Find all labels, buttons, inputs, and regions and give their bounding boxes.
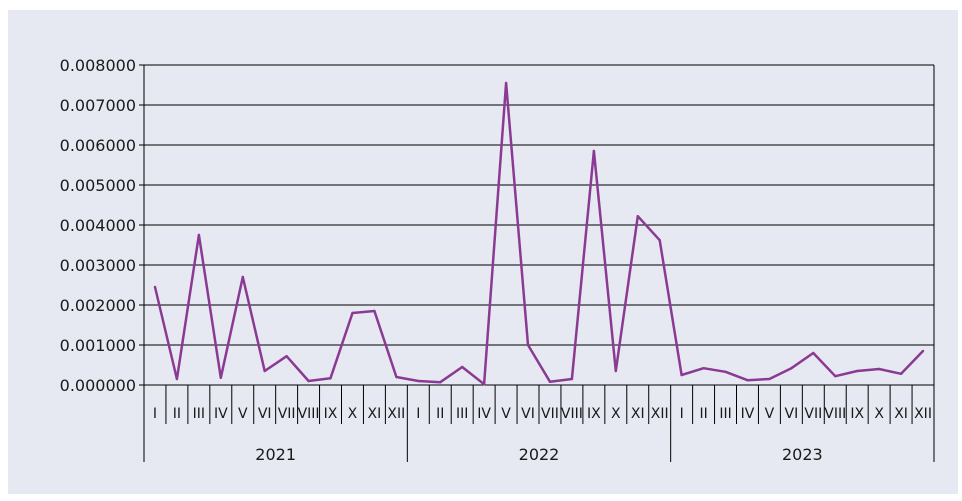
x-tick-label-month: I (680, 406, 684, 422)
data-point (241, 275, 244, 279)
x-tick-label-month: X (611, 406, 621, 422)
x-tick-label-month: VIII (824, 406, 846, 422)
gridlines (144, 64, 935, 386)
data-point (263, 369, 266, 373)
y-tick-label: 0.004000 (60, 216, 136, 235)
data-point (307, 379, 310, 383)
data-point (702, 367, 705, 370)
x-tick-label-month: V (501, 406, 511, 422)
y-tick-label: 0.006000 (60, 136, 136, 155)
data-point (197, 233, 201, 237)
x-tick-label-month: V (238, 406, 248, 422)
x-tick-label-month: II (699, 406, 707, 422)
x-tick-label-month: VI (258, 406, 272, 422)
x-tick-label-month: III (719, 406, 731, 422)
data-point (285, 355, 288, 358)
data-point (417, 379, 420, 383)
x-tick-label-month: IX (850, 406, 864, 422)
data-point (439, 381, 442, 384)
series-line (153, 81, 924, 386)
x-tick-label-month: X (348, 406, 358, 422)
data-point (680, 373, 683, 377)
y-tick-label: 0.007000 (60, 96, 136, 115)
series-layer (153, 81, 925, 386)
data-point (834, 375, 837, 378)
line-chart: 0.000000 0.001000 0.002000 0.003000 0.004000… (60, 56, 935, 464)
x-tick-label-month: XI (631, 406, 645, 422)
data-point (899, 372, 903, 375)
y-tick-label: 0.001000 (60, 336, 136, 355)
x-tick-label-month: VII (278, 406, 296, 422)
x-tick-label-month: VII (541, 406, 559, 422)
y-tick-label: 0.005000 (60, 176, 136, 195)
x-tick-label-month: V (765, 406, 775, 422)
x-tick-label-month: IV (741, 406, 755, 422)
x-tick-label-month: XII (387, 406, 405, 422)
data-point (219, 376, 223, 379)
y-tick-label: 0.003000 (60, 256, 136, 275)
x-tick-label-month: III (193, 406, 205, 422)
x-tick-label-year: 2022 (519, 445, 560, 464)
x-tick-label-month: IX (324, 406, 338, 422)
data-point (329, 377, 332, 380)
x-tick-label-month: X (874, 406, 884, 422)
x-tick-label-month: II (436, 406, 444, 422)
x-tick-label-year: 2021 (255, 445, 296, 464)
y-tick-label: 0.008000 (60, 56, 136, 75)
data-point (636, 215, 639, 218)
x-tick-label-month: VII (804, 406, 822, 422)
data-point (855, 369, 859, 373)
y-tick-label: 0.000000 (60, 376, 136, 395)
data-point (724, 370, 727, 373)
y-axis-ticks: 0.000000 0.001000 0.002000 0.003000 0.004000… (60, 56, 145, 395)
data-point (570, 377, 574, 381)
data-point (482, 383, 486, 386)
x-tick-label-month: I (153, 406, 157, 422)
data-point (351, 311, 354, 315)
data-point (812, 351, 815, 355)
data-point (175, 377, 179, 381)
data-point (877, 367, 881, 371)
x-tick-label-month: VIII (298, 406, 320, 422)
data-point (614, 369, 618, 373)
y-tick-label: 0.002000 (60, 296, 136, 315)
chart-panel: 0.000000 0.001000 0.002000 0.003000 0.004000… (8, 10, 958, 494)
x-tick-label-year: 2023 (782, 445, 823, 464)
x-tick-label-month: IX (587, 406, 601, 422)
x-tick-label-month: XII (651, 406, 669, 422)
data-point (504, 81, 508, 85)
data-point (526, 343, 530, 347)
x-tick-label-month: VI (521, 406, 535, 422)
x-tick-label-month: XI (368, 406, 382, 422)
x-tick-label-month: VI (785, 406, 799, 422)
x-tick-label-month: XII (914, 406, 932, 422)
data-point (373, 309, 376, 313)
x-tick-label-month: III (456, 406, 468, 422)
x-tick-label-month: I (416, 406, 420, 422)
data-point (460, 365, 464, 369)
x-tick-label-month: IV (477, 406, 491, 422)
data-point (395, 375, 398, 379)
data-point (548, 380, 552, 383)
x-tick-label-month: VIII (561, 406, 583, 422)
data-point (921, 349, 925, 353)
data-point (746, 379, 749, 382)
data-point (768, 377, 771, 381)
data-point (658, 239, 661, 242)
x-tick-label-month: IV (214, 406, 228, 422)
data-point (790, 367, 793, 370)
x-tick-label-month: XI (894, 406, 908, 422)
data-point (592, 149, 596, 153)
x-tick-label-month: II (173, 406, 181, 422)
data-point (153, 285, 157, 289)
